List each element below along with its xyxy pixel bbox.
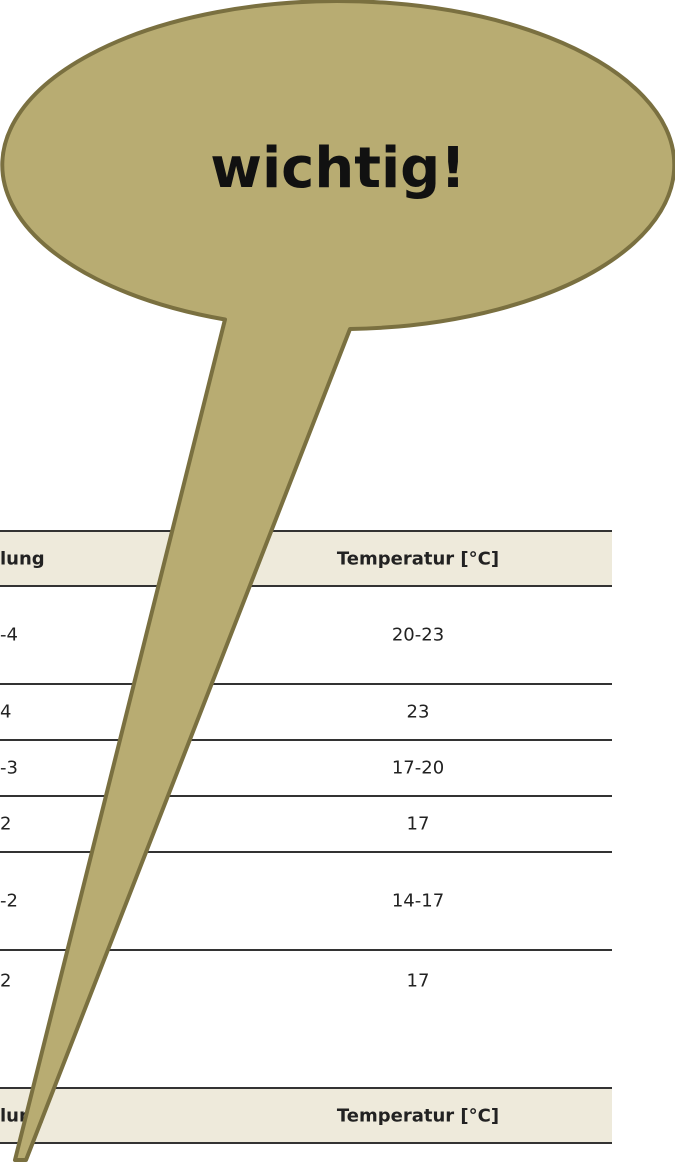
bubble-text: wichtig! [210,136,466,201]
speech-bubble: wichtig! [0,0,675,1162]
page: {"bubble": {"text": "wichtig!"}, "tables… [0,0,675,1162]
